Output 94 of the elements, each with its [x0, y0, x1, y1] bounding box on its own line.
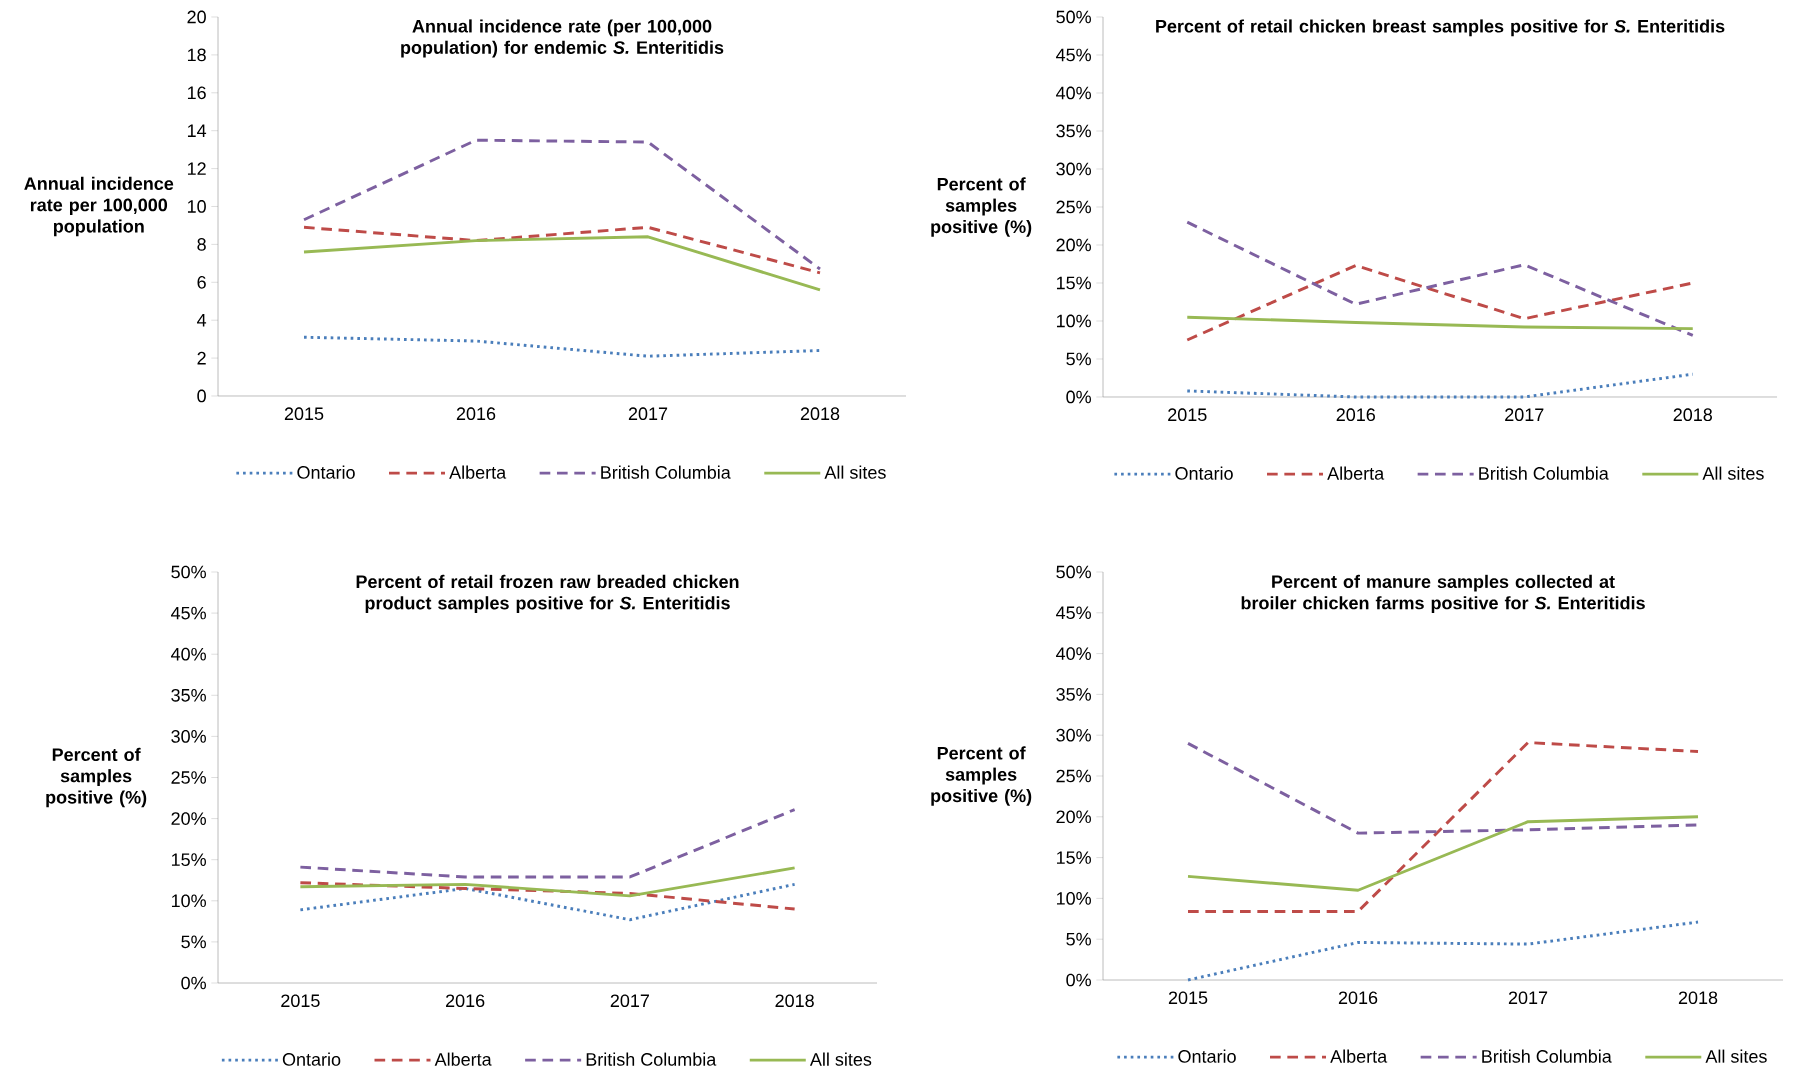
line-series [298, 866, 797, 898]
line-series [1186, 920, 1700, 982]
x-tick-label: 2015 [281, 994, 320, 1008]
y-tick-label: 16 [187, 86, 206, 100]
y-tick-label: 14 [187, 124, 207, 137]
x-tick-label: 2018 [775, 994, 814, 1008]
y-tick-label: 45% [1056, 606, 1091, 620]
line-series [302, 138, 822, 271]
y-tick-label: 10 [187, 200, 206, 213]
y-tick-label: 25% [1056, 200, 1091, 214]
x-tick-label: 2016 [1336, 408, 1375, 422]
x-tick-label: 2018 [1673, 408, 1712, 422]
y-tick-label: 50% [1056, 565, 1091, 579]
y-tick-label: 50% [1056, 10, 1091, 24]
x-tick-label: 2015 [1168, 408, 1207, 422]
x-tick-label: 2017 [610, 994, 649, 1008]
y-tick-label: 40% [1056, 86, 1091, 100]
y-tick-label: 5% [181, 935, 206, 949]
legend-label: All sites [824, 465, 886, 479]
y-tick-label: 12 [187, 162, 206, 175]
x-tick-label: 2015 [1168, 991, 1208, 1005]
text: Percent of retail frozen raw breaded chicken product samples positive for S. Enteritidis [356, 574, 739, 613]
y-tick-label: 15% [171, 853, 206, 867]
y-tick-label: 8 [197, 238, 206, 251]
y-axis-title: Percent of samples positive (%) [931, 177, 1032, 237]
y-tick-label: 45% [1056, 48, 1091, 62]
text: Percent of manure samples collected at broiler chicken farms positive for S. Enteritidis [1241, 574, 1645, 613]
line-series [302, 235, 822, 292]
x-tick-label: 2018 [800, 407, 840, 421]
x-tick-label: 2016 [446, 994, 485, 1008]
line-series [298, 882, 797, 922]
y-tick-label: 10% [1056, 314, 1091, 328]
y-tick-label: 0% [1066, 973, 1091, 987]
chart-title: Percent of retail chicken breast samples positive for S. Enteritidis [1156, 19, 1725, 37]
line-series [1185, 315, 1695, 331]
y-tick-label: 20% [1056, 810, 1091, 824]
text: Annual incidence rate (per 100,000 population) for endemic S. Enteritidis [401, 19, 724, 58]
legend-label: British Columbia [601, 465, 731, 479]
x-tick-label: 2016 [456, 407, 496, 421]
x-tick-label: 2015 [284, 407, 324, 421]
y-tick-label: 15% [1056, 276, 1091, 290]
line-series [302, 335, 822, 358]
y-tick-label: 4 [197, 314, 207, 327]
y-tick-label: 0 [197, 389, 206, 403]
x-tick-label: 2017 [1505, 408, 1544, 422]
y-tick-label: 10% [171, 894, 206, 908]
line-series [1185, 220, 1695, 337]
y-tick-label: 5% [1066, 352, 1091, 366]
y-tick-label: 40% [1056, 647, 1091, 660]
x-tick-label: 2016 [1338, 991, 1378, 1005]
legend-label: Ontario [1175, 466, 1233, 480]
y-tick-label: 15% [1056, 851, 1091, 864]
y-tick-label: 10% [1056, 892, 1091, 905]
legend-label: Alberta [434, 1052, 492, 1066]
y-tick-label: 30% [171, 730, 206, 743]
legend-label: Ontario [282, 1052, 341, 1066]
legend-label: Ontario [1178, 1049, 1236, 1063]
y-tick-label: 2 [197, 351, 206, 365]
y-axis-title: Percent of samples positive (%) [46, 747, 147, 808]
y-tick-label: 35% [1056, 124, 1091, 138]
x-tick-label: 2018 [1678, 991, 1718, 1005]
legend-label: Alberta [1330, 1049, 1388, 1063]
y-axis-title: Percent of samples positive (%) [931, 746, 1032, 806]
legend-label: All sites [1702, 466, 1764, 480]
y-tick-label: 0% [1066, 390, 1091, 404]
y-tick-label: 30% [1056, 162, 1091, 176]
y-axis-title: Annual incidence rate per 100,000 population [24, 176, 174, 237]
y-tick-label: 0% [181, 976, 206, 990]
legend-label: Alberta [1327, 466, 1385, 480]
y-tick-label: 35% [171, 688, 206, 702]
y-tick-label: 25% [171, 771, 206, 784]
y-tick-label: 6 [197, 275, 206, 289]
line-series [298, 881, 797, 911]
x-tick-label: 2017 [1508, 991, 1548, 1005]
y-tick-label: 30% [1056, 728, 1091, 742]
y-tick-label: 35% [1056, 688, 1091, 701]
y-tick-label: 5% [1066, 932, 1091, 946]
legend-label: British Columbia [1482, 1049, 1612, 1063]
y-tick-label: 20% [1056, 238, 1091, 252]
legend-label: All sites [809, 1052, 872, 1066]
y-tick-label: 20% [171, 812, 206, 825]
y-tick-label: 50% [171, 565, 206, 579]
y-tick-label: 25% [1056, 769, 1091, 783]
y-tick-label: 40% [171, 647, 206, 661]
legend-label: Ontario [297, 465, 355, 479]
legend-label: Alberta [449, 465, 507, 479]
legend-label: All sites [1705, 1049, 1767, 1063]
x-tick-label: 2017 [628, 407, 668, 421]
line-series [1186, 815, 1700, 892]
legend-label: British Columbia [586, 1052, 717, 1066]
legend-label: British Columbia [1479, 466, 1609, 480]
y-tick-label: 20 [187, 10, 206, 24]
y-tick-label: 18 [187, 48, 206, 62]
y-tick-label: 45% [171, 606, 206, 620]
